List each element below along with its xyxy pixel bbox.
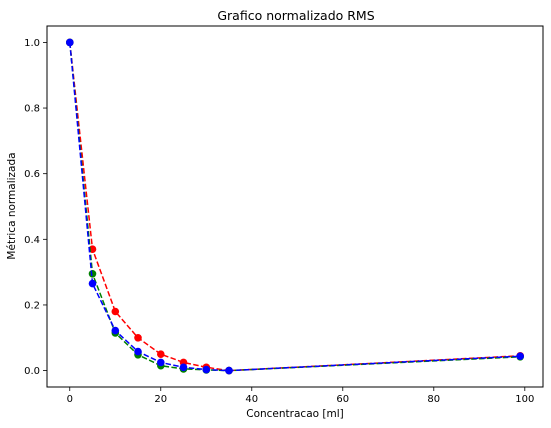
y-tick-label: 0.8 bbox=[24, 104, 40, 115]
x-tick-label: 0 bbox=[67, 394, 73, 405]
x-tick-label: 20 bbox=[154, 394, 167, 405]
data-point bbox=[157, 359, 165, 367]
y-tick-label: 0.2 bbox=[24, 300, 40, 311]
chart-title: Grafico normalizado RMS bbox=[217, 8, 374, 23]
data-point bbox=[157, 350, 165, 358]
data-point bbox=[89, 270, 97, 278]
data-point bbox=[134, 348, 142, 356]
data-point bbox=[134, 334, 142, 342]
x-tick-label: 80 bbox=[427, 394, 440, 405]
data-point bbox=[89, 280, 97, 288]
x-tick-label: 100 bbox=[515, 394, 534, 405]
x-tick-label: 60 bbox=[336, 394, 349, 405]
y-tick-label: 0.4 bbox=[24, 235, 40, 246]
data-point bbox=[203, 366, 211, 374]
data-point bbox=[66, 39, 74, 47]
data-point bbox=[225, 367, 233, 375]
y-tick-label: 1.0 bbox=[24, 38, 40, 49]
data-point bbox=[516, 352, 524, 360]
y-tick-label: 0.6 bbox=[24, 169, 40, 180]
data-point bbox=[112, 327, 120, 335]
y-axis-label: Métrica normalizada bbox=[6, 152, 18, 259]
data-point bbox=[180, 364, 188, 372]
data-point bbox=[112, 308, 120, 316]
x-tick-label: 40 bbox=[245, 394, 258, 405]
y-tick-label: 0.0 bbox=[24, 366, 40, 377]
x-axis-label: Concentracao [ml] bbox=[246, 408, 343, 420]
